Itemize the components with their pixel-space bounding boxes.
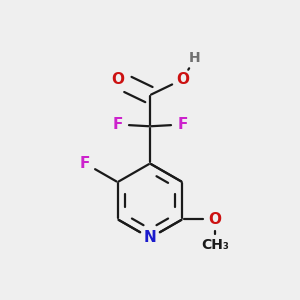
Text: F: F <box>80 156 90 171</box>
Text: O: O <box>176 72 189 87</box>
Text: F: F <box>112 117 123 132</box>
Text: H: H <box>189 52 201 65</box>
Text: F: F <box>177 117 188 132</box>
Text: CH₃: CH₃ <box>201 238 229 252</box>
Text: N: N <box>144 230 156 245</box>
Text: O: O <box>208 212 221 227</box>
Text: O: O <box>111 72 124 87</box>
